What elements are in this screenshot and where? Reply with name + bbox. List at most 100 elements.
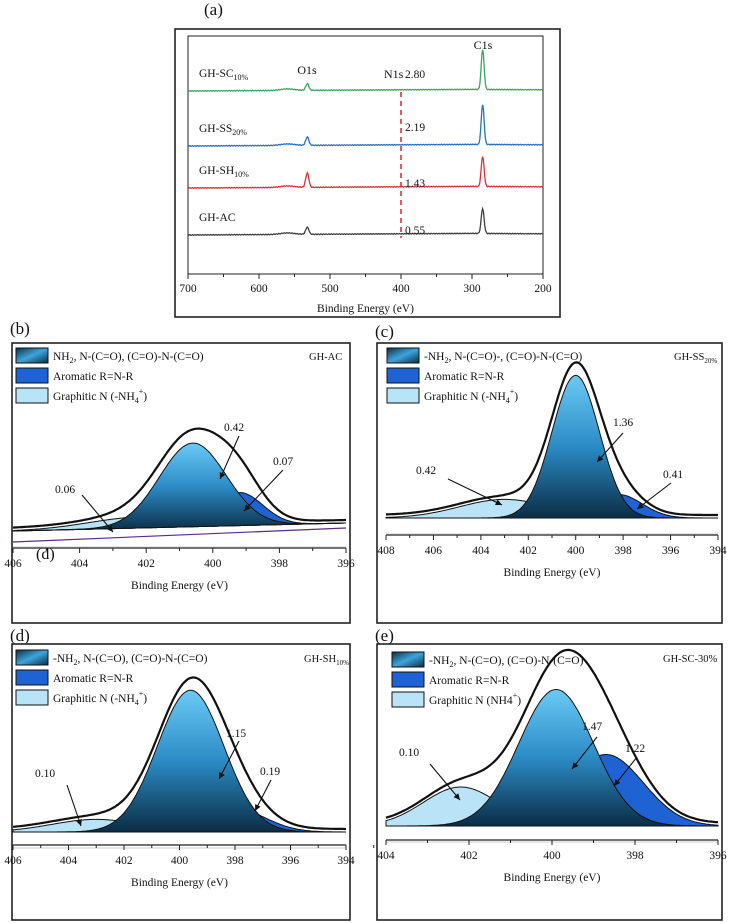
- legend-swatch: [15, 669, 49, 686]
- peak-label-arrow: [219, 435, 240, 480]
- peak-label-arrowhead: [76, 819, 82, 826]
- legend-swatch: [15, 649, 49, 666]
- survey-line-gh-sh: [188, 156, 543, 190]
- peak-label-arrow: [571, 736, 598, 770]
- legend-swatch: [391, 671, 425, 688]
- x-tick-label: 402: [460, 850, 478, 862]
- x-tick-label: 400: [204, 558, 222, 570]
- legend-swatch: [391, 651, 425, 668]
- legend-item-label: Aromatic R=N-R: [53, 673, 134, 685]
- panel-b-sample-label: GH-AC: [309, 352, 342, 363]
- panel-a-frame: [174, 28, 561, 318]
- x-tick-label: 406: [4, 558, 22, 570]
- peak-label-arrow: [447, 478, 503, 506]
- panel-a-x-axis-title: Binding Energy (eV): [317, 303, 414, 315]
- x-tick-label: 402: [138, 558, 156, 570]
- panel-d: 0.10 1.15 0.19 406 404 402 400 398 396 394 Binding…: [4, 643, 375, 921]
- panel-c-sample-label: GH-SS20%: [674, 352, 717, 365]
- legend-swatch: [15, 367, 49, 384]
- survey-line-gh-ac: [188, 206, 543, 237]
- peak-amine: [13, 689, 346, 833]
- legend-item-label: NH2, N-(C=O), (C=O)-N-(C=O): [53, 351, 204, 365]
- panel-a-x-tick-label: 600: [250, 283, 268, 295]
- peak-label-arrowhead: [637, 502, 644, 509]
- panel-label-e: (e): [375, 626, 394, 645]
- x-tick-label: 406: [425, 545, 443, 557]
- x-tick-label: 398: [271, 558, 289, 570]
- peak-label-arrow: [218, 740, 240, 780]
- x-tick-label: 396: [662, 545, 680, 557]
- x-tick-label: 404: [377, 850, 395, 862]
- n-content-label: 2.19: [405, 122, 425, 134]
- peak-label-arrowhead: [244, 504, 251, 511]
- x-tick-label: 398: [615, 545, 633, 557]
- legend-swatch: [15, 689, 49, 706]
- panel-a-x-tick-label: 500: [321, 283, 339, 295]
- legend-item-label: -NH2, N-(C=O), (C=O)-N-(C=O): [53, 653, 208, 667]
- panel-d-envelope-line: [12, 676, 346, 831]
- x-tick-label: 398: [226, 855, 244, 867]
- peak-label-arrow: [243, 469, 284, 512]
- peak-label-arrowhead: [255, 804, 261, 811]
- peak-value-label: 0.42: [416, 465, 436, 477]
- peak-value-label: 0.06: [55, 484, 75, 496]
- o1s-peak-label: O1s: [297, 63, 317, 77]
- n-content-label: 2.80: [405, 69, 425, 81]
- peak-value-label: 0.07: [273, 456, 293, 468]
- panel-b-x-axis-title: Binding Energy (eV): [131, 580, 228, 592]
- legend-item-label: Aromatic R=N-R: [424, 371, 505, 383]
- x-tick-label: 408: [377, 545, 395, 557]
- x-tick-label: 400: [567, 545, 585, 557]
- survey-series-label: GH-SS20%: [199, 123, 247, 137]
- peak-label-arrowhead: [495, 499, 502, 506]
- peak-label-arrowhead: [614, 779, 621, 786]
- legend-item-label: -NH2, N-(C=O), (C=O)-N-(C=O): [429, 655, 584, 669]
- panel-a-x-tick-label: 400: [392, 283, 410, 295]
- x-tick-label: 396: [282, 855, 300, 867]
- survey-line-gh-sc: [188, 49, 543, 93]
- peak-label-arrowhead: [572, 762, 579, 769]
- peak-label-arrowhead: [453, 793, 460, 800]
- panel-label-b: (b): [10, 319, 30, 338]
- x-tick-label: 400: [171, 855, 189, 867]
- legend-item-label: Graphitic N (-NH4+): [53, 689, 147, 707]
- x-tick-label: 396: [337, 558, 355, 570]
- panel-e-x-axis-title: Binding Energy (eV): [504, 872, 601, 884]
- peak-value-label: 0.10: [35, 768, 55, 780]
- legend-item-label: Graphitic N (-NH4+): [53, 387, 147, 405]
- x-tick-label: 396: [709, 850, 727, 862]
- peak-value-label: 1.47: [582, 721, 602, 733]
- panel-a-x-tick-label: 300: [463, 283, 481, 295]
- peak-label-arrowhead: [106, 525, 113, 532]
- panel-d-x-axis-title: Binding Energy (eV): [131, 877, 228, 889]
- panel-c: 0.42 1.36 0.41 408 406 404 402 400 398 396 394 Bind…: [376, 342, 727, 624]
- peak-value-label: 0.42: [224, 422, 244, 434]
- panel-label-c: (c): [375, 322, 394, 341]
- panel-e: 0.10 1.47 1.22 404 402 400 398 396 Binding Energ…: [376, 643, 727, 921]
- peak-label-arrow: [429, 763, 461, 801]
- panel-label-a: (a): [204, 0, 223, 19]
- legend-swatch: [15, 387, 49, 404]
- x-tick-label: 406: [4, 855, 22, 867]
- peak-value-label: 0.41: [663, 469, 683, 481]
- survey-series-label: GH-AC: [199, 212, 236, 224]
- panel-e-envelope-line: [385, 648, 719, 824]
- peak-amine: [386, 689, 718, 827]
- survey-line-gh-ss: [188, 104, 543, 148]
- legend-item-label: Aromatic R=N-R: [429, 675, 510, 687]
- n-content-label: 0.55: [405, 225, 425, 237]
- n-content-label: 1.43: [405, 178, 425, 190]
- survey-series-label: GH-SH10%: [199, 165, 249, 179]
- peak-value-label: 1.36: [613, 417, 633, 429]
- x-tick-label: 404: [60, 855, 78, 867]
- peak-value-label: 1.15: [226, 728, 246, 740]
- legend-item-label: -NH2, N-(C=O)-, (C=O)-N-(C=O): [424, 351, 582, 365]
- peak-value-label: 0.19: [260, 766, 280, 778]
- panel-d-sample-label: GH-SH10%: [304, 654, 349, 667]
- panel-a-x-tick-label: 700: [179, 283, 197, 295]
- x-tick-label: 394: [709, 545, 727, 557]
- legend-swatch: [386, 347, 420, 364]
- panel-b-background-line: [12, 527, 347, 543]
- survey-series-label: GH-SC10%: [199, 68, 249, 82]
